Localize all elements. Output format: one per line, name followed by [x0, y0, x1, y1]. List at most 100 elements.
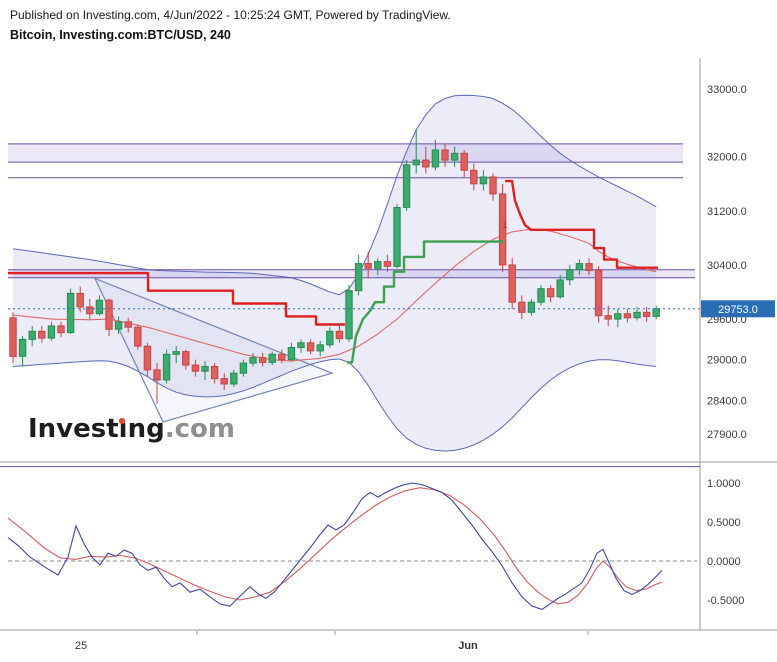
candle-body [316, 344, 324, 352]
oscillator-axis-label: 1.0000 [707, 478, 741, 490]
candle-body [556, 279, 564, 298]
candle-body [297, 342, 305, 348]
price-axis-label: 27900.0 [707, 429, 747, 441]
price-axis-label: 28400.0 [707, 395, 747, 407]
time-axis[interactable]: 25 Jun [75, 631, 589, 652]
candle-body [489, 176, 497, 195]
candle-body [210, 366, 219, 380]
candle-body [383, 261, 392, 267]
bollinger-lower-line [12, 358, 657, 452]
current-price-badge [701, 300, 775, 318]
trend-stop-line-red [505, 179, 658, 269]
candle-body [614, 313, 622, 320]
candle-body [172, 351, 180, 355]
candle-body [441, 149, 449, 161]
trade-marker: 1 [502, 220, 507, 230]
candle-body [470, 169, 478, 185]
trend-stop-line-green [347, 240, 503, 364]
logo-red-dot-icon [119, 418, 125, 424]
candle-body [153, 369, 161, 381]
candle-body [326, 330, 334, 346]
oscillator-axis-label: 0.5000 [707, 517, 741, 529]
candle-body [642, 311, 651, 317]
candle-body [134, 326, 142, 347]
candle-body [623, 313, 632, 319]
candle-body [268, 353, 276, 363]
candle-body [450, 152, 459, 161]
time-axis-label: Jun [458, 640, 478, 652]
candle-body [594, 269, 603, 317]
price-axis-label: 33000.0 [707, 84, 747, 96]
candle-body [230, 372, 238, 385]
candle-body [460, 152, 468, 171]
candle-body [114, 321, 123, 330]
candle-body [345, 290, 353, 340]
candle-body [28, 330, 36, 340]
candle-body [124, 321, 132, 328]
candle-body [402, 164, 411, 208]
candle-body [201, 366, 209, 372]
logo-text: Invest [28, 414, 119, 444]
candle-body [652, 308, 660, 317]
logo-i: ı [118, 414, 128, 444]
candle-body [258, 357, 267, 363]
triangle-drawing[interactable] [93, 277, 334, 423]
price-axis-label: 29000.0 [707, 355, 747, 367]
candle-body [105, 299, 113, 330]
oscillator-line [7, 482, 663, 611]
candle-body [422, 159, 430, 168]
candle-body [239, 362, 248, 374]
candle-body [575, 263, 584, 271]
candle-body [633, 311, 641, 319]
candle-body [9, 317, 17, 357]
candle-body [287, 347, 296, 361]
candle-body [306, 342, 315, 352]
price-axis-labels[interactable]: 33000.032000.031200.030400.029600.029000… [707, 84, 747, 441]
candle-body [278, 353, 286, 361]
candle-body [566, 269, 574, 281]
price-axis-label: 31200.0 [707, 206, 747, 218]
candle-body [162, 353, 171, 381]
candle-body [537, 288, 545, 303]
candle-body [527, 301, 536, 313]
oscillator-axis-label: -0.5000 [707, 595, 744, 607]
logo-text-2: ng [127, 414, 165, 444]
candle-body [57, 325, 65, 334]
candle-body [18, 338, 27, 357]
oscillator-axis-labels[interactable]: 1.0000 0.5000 0.0000 -0.5000 [707, 478, 744, 607]
candlesticks [9, 129, 660, 404]
candle-body [374, 261, 382, 269]
candle-body [546, 288, 555, 298]
candle-body [86, 306, 94, 315]
oscillator-axis-label: 0.0000 [707, 556, 741, 568]
candle-body [38, 330, 46, 339]
candle-body [66, 292, 75, 334]
candle-body [76, 292, 84, 308]
candle-body [143, 345, 152, 371]
publish-info: Published on Investing.com, 4/Jun/2022 -… [10, 8, 451, 22]
candle-body [95, 299, 104, 315]
candle-body [604, 315, 612, 320]
candle-body [393, 207, 401, 267]
price-axis-label: 32000.0 [707, 152, 747, 164]
logo-tld: .com [164, 414, 235, 444]
candle-body [479, 176, 488, 185]
horizontal-zone [8, 143, 683, 163]
candle-body [47, 325, 56, 339]
trend-stop-line-red [8, 271, 345, 326]
candle-body [508, 264, 516, 303]
investing-logo: Invest ıng.com [28, 414, 235, 444]
candle-body [220, 378, 228, 385]
candle-body [585, 263, 593, 271]
candle-body [354, 263, 363, 292]
candle-body [431, 149, 440, 168]
candle-body [518, 301, 526, 313]
candle-body [412, 159, 420, 166]
oscillator-signal-line [7, 487, 663, 605]
current-price-label: 29753.0 [718, 304, 758, 316]
candle-body [249, 357, 257, 364]
horizontal-zone [8, 269, 695, 278]
candle-body [335, 330, 344, 340]
